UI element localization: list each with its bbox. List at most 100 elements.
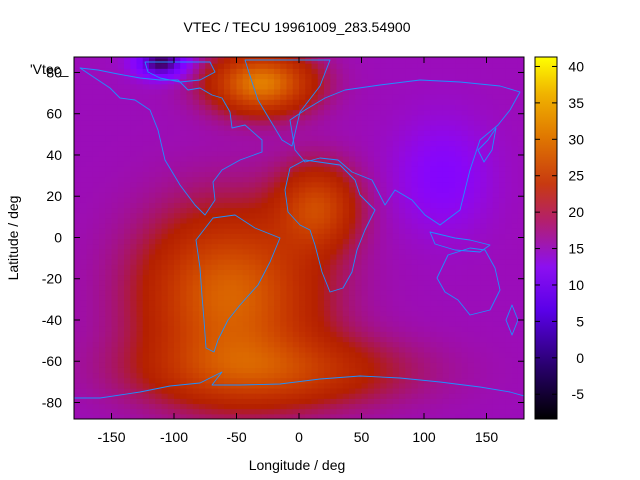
heat-cell [242,269,250,276]
heat-cell [236,68,244,74]
heat-cell [399,372,406,379]
heat-cell [242,274,250,281]
heat-cell [74,367,81,374]
heat-cell [299,78,306,85]
heat-cell [361,186,369,193]
heat-cell [299,346,306,353]
heat-cell [511,403,519,410]
heat-cell [217,176,225,183]
heat-cell [474,351,481,358]
heat-cell [99,326,106,332]
heat-cell [274,135,281,142]
heat-cell [105,140,112,147]
heat-cell [261,88,269,95]
heat-cell [299,253,306,260]
heat-cell [236,114,244,121]
heat-cell [86,63,94,69]
heat-cell [274,243,281,250]
heat-cell [342,259,350,265]
heat-cell [505,223,512,229]
heat-cell [305,161,312,167]
heat-cell [136,228,144,234]
heat-cell [230,94,237,100]
heat-cell [499,284,506,291]
heat-cell [80,408,87,415]
heat-cell [392,310,400,317]
heat-cell [217,248,225,255]
heat-cell [330,253,337,260]
heat-cell [261,393,269,399]
heat-cell [380,99,387,105]
heat-cell [305,284,312,291]
heat-cell [149,284,156,291]
heat-cell [192,264,200,270]
heat-cell [342,192,350,198]
heat-cell [305,408,312,415]
heat-cell [124,181,131,188]
heat-cell [261,274,269,281]
heat-cell [367,362,375,368]
heat-cell [286,135,294,142]
heat-cell [486,248,494,255]
heat-cell [161,161,169,167]
heat-cell [261,367,269,374]
heat-cell [174,192,181,198]
heat-cell [192,125,200,131]
heat-cell [136,166,144,172]
heat-cell [380,408,387,415]
heat-cell [142,351,150,358]
heat-cell [436,331,444,337]
heat-cell [311,68,319,74]
heat-cell [461,264,469,270]
heat-cell [255,63,262,69]
heat-cell [305,259,312,265]
heat-cell [136,362,144,368]
heat-cell [274,274,281,281]
heat-cell [230,408,237,415]
heat-cell [80,94,87,100]
heat-cell [174,161,181,167]
heat-cell [305,94,312,100]
heat-cell [280,331,287,337]
heat-cell [299,321,306,327]
heat-cell [117,259,125,265]
heat-cell [455,228,462,234]
heat-cell [274,253,281,260]
heat-cell [467,290,475,296]
heat-cell [305,192,312,198]
heat-cell [117,310,125,317]
heat-cell [411,413,419,419]
heat-cell [442,212,450,219]
heat-cell [149,315,156,322]
heat-cell [92,58,100,64]
heat-cell [230,217,237,224]
heat-cell [361,243,369,250]
heat-cell [230,290,237,296]
heat-cell [217,125,225,131]
heat-cell [224,192,231,198]
heat-cell [449,228,456,234]
heat-cell [192,331,200,337]
heat-cell [105,393,112,399]
heat-cell [211,238,219,245]
heat-cell [199,398,206,405]
heat-cell [174,264,181,270]
heat-cell [105,223,112,229]
heat-cell [324,119,331,126]
heat-cell [99,140,106,147]
heat-cell [155,140,162,147]
heat-cell [205,305,212,312]
heat-cell [205,351,212,358]
heat-cell [392,372,400,379]
heat-cell [174,331,181,337]
heat-cell [274,68,281,74]
heat-cell [430,382,437,389]
heat-cell [236,166,244,172]
heat-cell [474,382,481,389]
heat-cell [167,88,175,95]
heat-cell [124,68,131,74]
heat-cell [430,372,437,379]
heat-cell [367,114,375,121]
heat-cell [505,212,512,219]
heat-cell [324,109,331,116]
